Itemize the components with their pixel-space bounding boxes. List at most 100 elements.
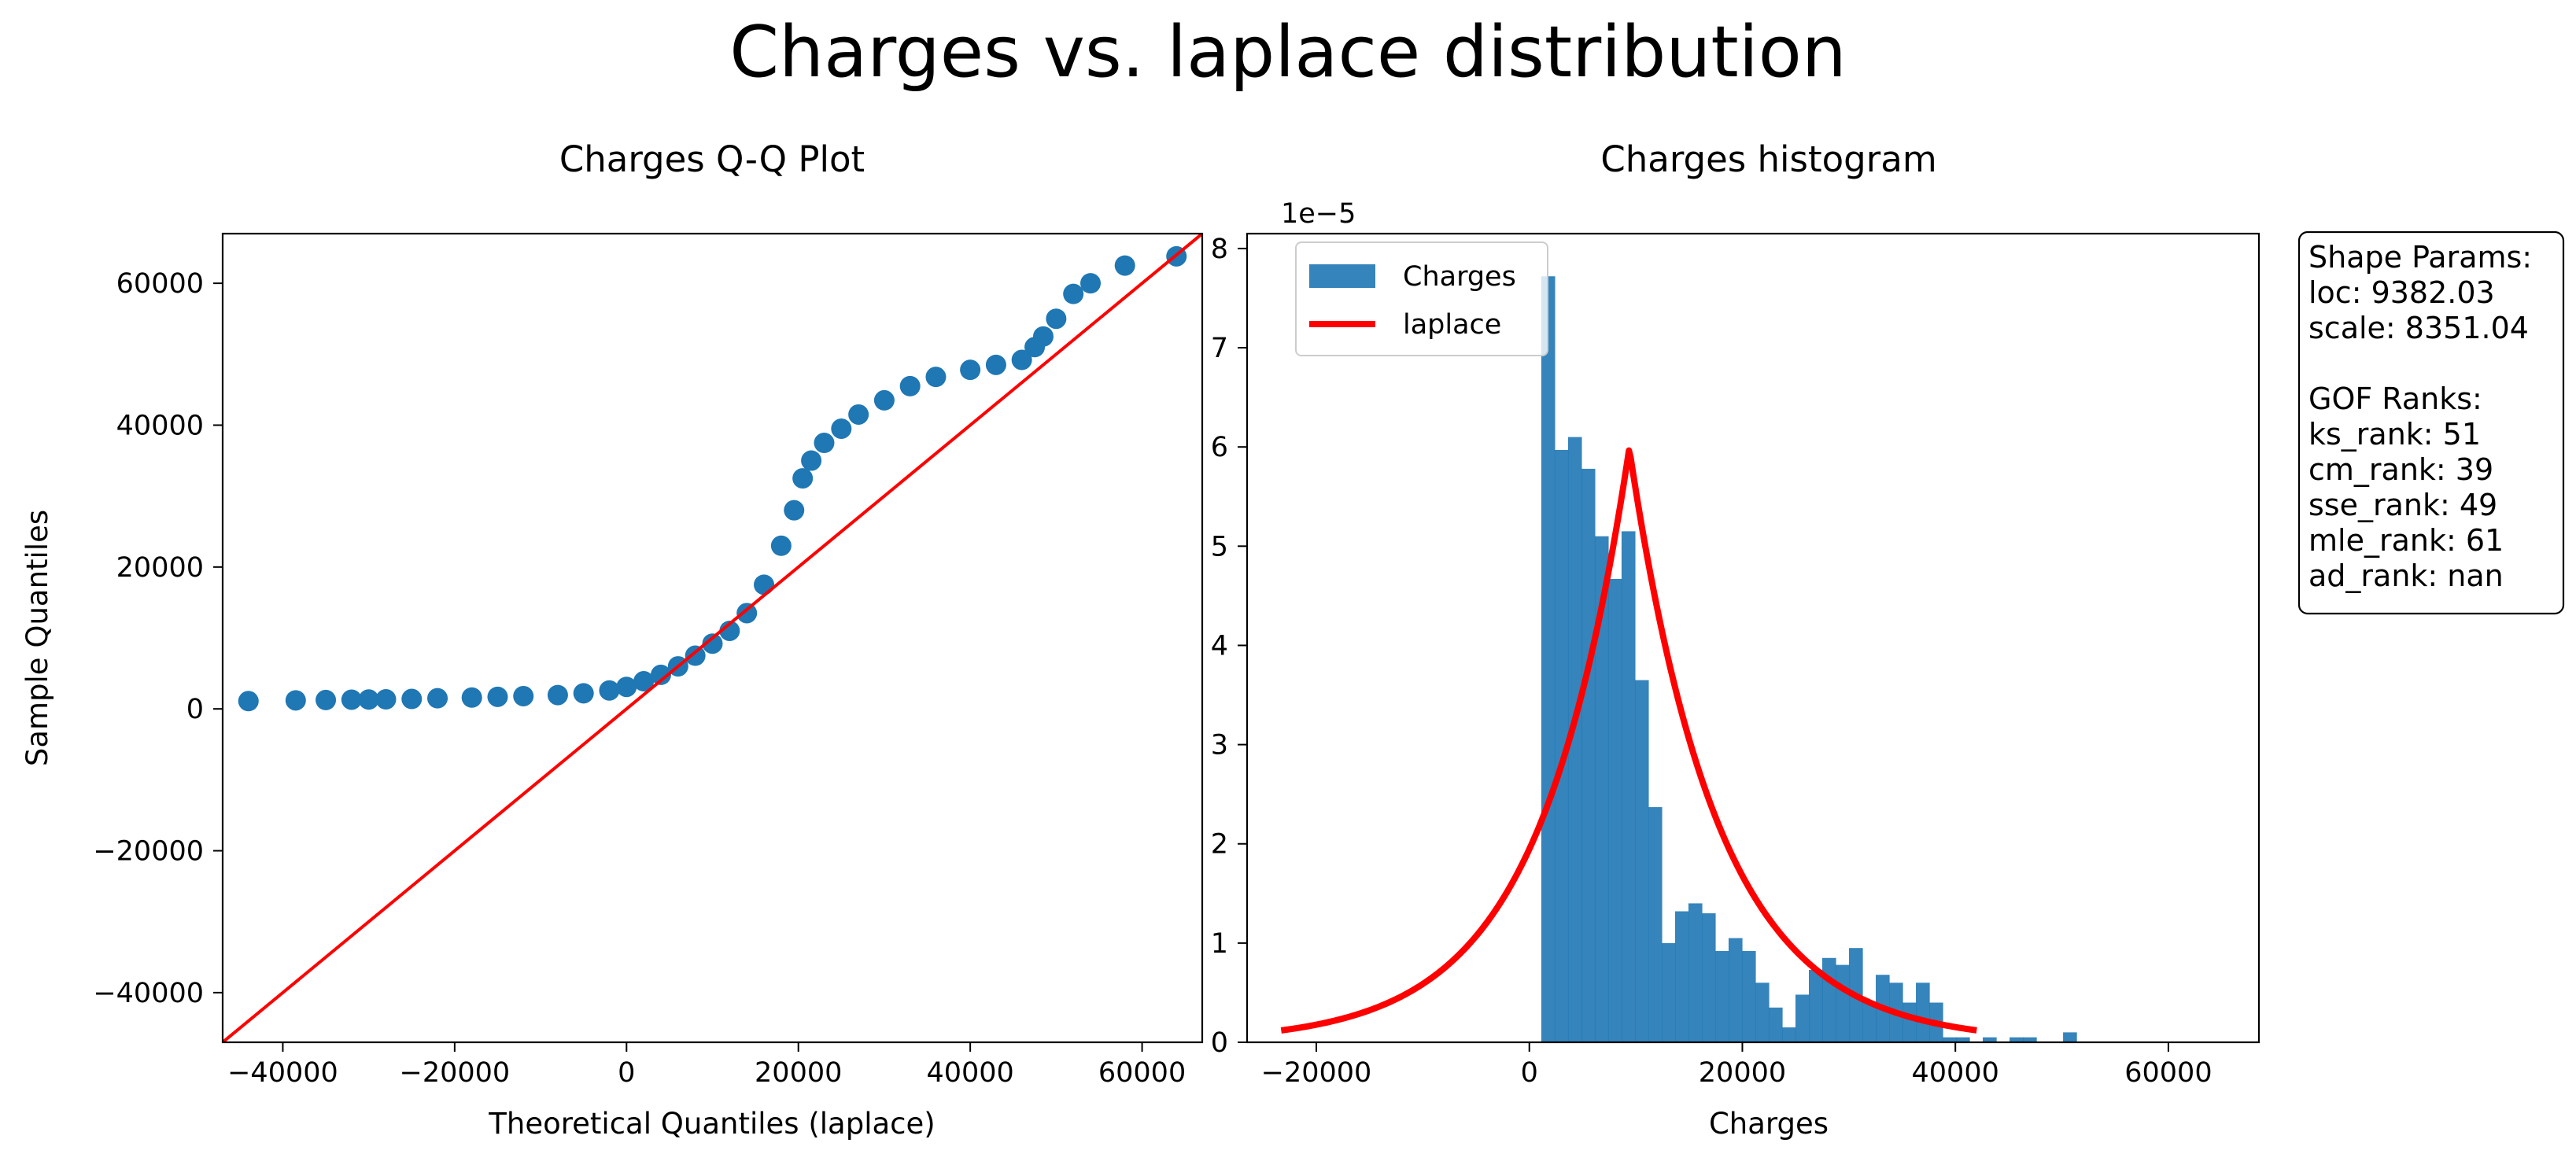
qq-x-ticks: −40000 −20000 0 20000 40000 60000 [227, 1042, 1186, 1089]
info-box-frame [2297, 230, 2565, 615]
info-line: Shape Params: [2308, 240, 2532, 275]
histogram-bar [1607, 578, 1622, 1042]
qq-point [573, 683, 594, 704]
hist-y-tick-label: 2 [1211, 829, 1228, 861]
laplace-curve-group [1279, 447, 1979, 1034]
histogram-bar [1902, 1002, 1917, 1042]
qq-point [784, 500, 805, 521]
histogram-bar [2063, 1032, 2077, 1042]
info-line: sse_rank: 49 [2308, 488, 2497, 522]
laplace-curve [1279, 447, 1979, 1034]
histogram-bar [1634, 680, 1649, 1042]
hist-x-tick-label: 40000 [1912, 1057, 1999, 1089]
qq-x-tick-label: 0 [618, 1057, 635, 1089]
qq-y-tick-label: −20000 [93, 836, 204, 868]
hist-x-axis-label: Charges [1709, 1107, 1829, 1141]
qq-point [316, 689, 337, 710]
qq-point [285, 690, 306, 711]
qq-point [1063, 283, 1084, 304]
hist-y-ticks: 0 1 2 3 4 5 6 7 8 [1211, 234, 1247, 1059]
info-line: cm_rank: 39 [2308, 452, 2493, 487]
info-line: mle_rank: 61 [2308, 523, 2504, 558]
hist-x-tick-label: 60000 [2124, 1057, 2212, 1089]
qq-point [238, 691, 259, 712]
histogram-bar [1755, 983, 1770, 1042]
qq-point [1114, 255, 1135, 276]
histogram-title: Charges histogram [1600, 138, 1936, 180]
hist-y-tick-label: 0 [1211, 1027, 1228, 1059]
qq-point [770, 535, 792, 556]
qq-point [831, 418, 852, 439]
hist-scale-label: 1e−5 [1281, 198, 1356, 230]
hist-y-tick-label: 6 [1211, 432, 1228, 463]
histogram-bar [1956, 1037, 1970, 1042]
qq-point [1080, 273, 1102, 294]
histogram-bar [1916, 983, 1930, 1042]
qq-y-axis-label: Sample Quantiles [20, 510, 54, 766]
qq-reference-line-group [223, 234, 1202, 1042]
qq-point [1032, 326, 1054, 347]
histogram-frame [1246, 232, 2260, 1044]
histogram-panel: Charges histogram −20000 0 20000 40000 60000… [1211, 138, 2260, 1141]
histogram-bar [1795, 994, 1810, 1042]
qq-point [814, 433, 835, 454]
qq-reference-line [223, 234, 1202, 1042]
qq-point [925, 367, 947, 388]
qq-y-ticks: −40000 −20000 0 20000 40000 60000 [93, 268, 223, 1009]
legend-label-laplace: laplace [1403, 309, 1501, 341]
qq-point [461, 687, 482, 708]
histogram-bar [1741, 950, 1756, 1042]
qq-point [633, 671, 655, 692]
qq-point [616, 677, 637, 698]
info-box: Shape Params: loc: 9382.03 scale: 8351.0… [2297, 230, 2565, 615]
qq-point [547, 684, 568, 706]
histogram-bar [1648, 807, 1663, 1042]
histogram-bar [1674, 911, 1689, 1042]
figure-title: Charges vs. laplace distribution [729, 11, 1847, 94]
histogram-bar [1594, 536, 1609, 1042]
qq-y-tick-label: 0 [186, 694, 204, 725]
histogram-bar [1809, 969, 1823, 1042]
legend: Charges laplace [1295, 241, 1548, 356]
qq-point [1011, 349, 1032, 371]
histogram-bar [1781, 1027, 1796, 1042]
qq-point [599, 680, 620, 701]
legend-swatch-charges [1309, 264, 1375, 288]
histogram-bar [2010, 1037, 2024, 1042]
info-line: ks_rank: 51 [2308, 417, 2481, 452]
histogram-bar [1714, 950, 1729, 1042]
qq-x-tick-label: −20000 [400, 1057, 511, 1089]
qq-y-tick-label: 40000 [116, 410, 204, 441]
qq-plot-frame [221, 232, 1204, 1044]
qq-x-tick-label: 20000 [755, 1057, 842, 1089]
qq-point [375, 689, 397, 710]
qq-point [685, 645, 706, 666]
qq-point [848, 404, 869, 425]
info-line: ad_rank: nan [2308, 559, 2504, 593]
qq-point [736, 603, 758, 624]
qq-points [238, 245, 1187, 712]
qq-point [650, 664, 671, 685]
qq-x-tick-label: 40000 [926, 1057, 1013, 1089]
qq-point [487, 686, 508, 707]
qq-plot-panel: Charges Q-Q Plot −40000 −20000 0 20000 40000… [20, 138, 1204, 1141]
histogram-bar [2023, 1037, 2037, 1042]
qq-point [985, 354, 1006, 375]
qq-point [899, 375, 921, 396]
info-line: GOF Ranks: [2308, 382, 2482, 416]
qq-point [358, 689, 379, 710]
histogram-bar [1862, 1002, 1877, 1042]
info-line: scale: 8351.04 [2308, 311, 2529, 345]
legend-label-charges: Charges [1403, 261, 1516, 293]
qq-point [754, 574, 775, 595]
histogram-bar [1701, 913, 1716, 1042]
histogram-bar [1943, 1037, 1957, 1042]
qq-point [341, 689, 362, 710]
qq-point [1046, 308, 1067, 330]
qq-point [960, 359, 981, 381]
hist-y-tick-label: 1 [1211, 928, 1228, 960]
qq-point [513, 685, 534, 706]
histogram-bar [1541, 276, 1556, 1042]
info-line: loc: 9382.03 [2308, 275, 2495, 310]
histogram-bar [1836, 964, 1850, 1042]
